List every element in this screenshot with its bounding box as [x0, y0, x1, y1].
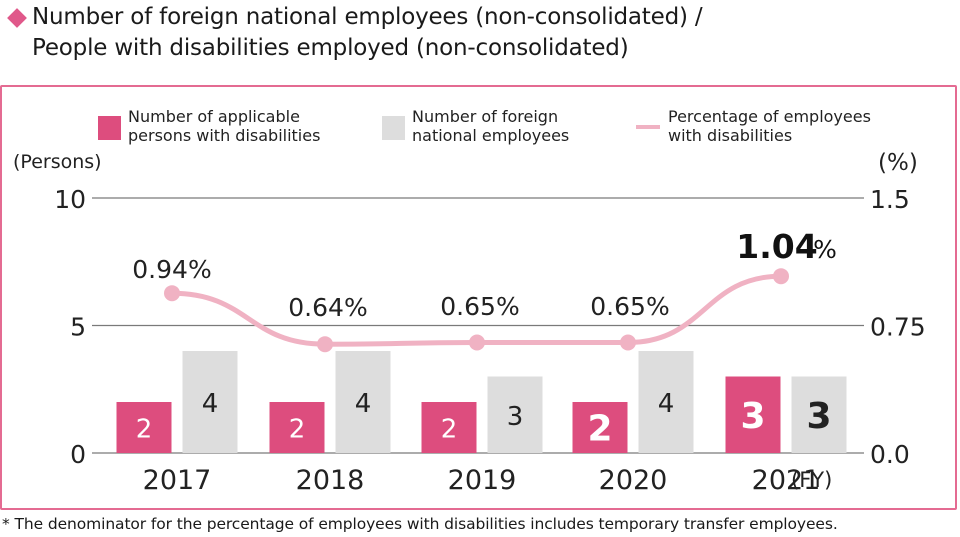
line-label: 0.94% [132, 255, 211, 284]
bar-disabilities [572, 402, 628, 453]
legend-label-2: Number of foreign [412, 107, 558, 126]
bar-foreign [487, 376, 543, 453]
bar-foreign [182, 351, 238, 453]
bar-disabilities [269, 402, 325, 453]
x-unit-label: (FY) [791, 468, 832, 492]
right-tick-label: 0.0 [870, 440, 910, 469]
bar-label-disabilities: 2 [289, 415, 306, 445]
bar-label-foreign: 4 [202, 389, 219, 419]
line-point [469, 334, 485, 351]
left-tick-label: 10 [54, 185, 86, 214]
chart-frame [0, 85, 957, 510]
legend-label-1: persons with disabilities [128, 126, 320, 145]
x-tick-label: 2019 [448, 465, 517, 496]
line-point [164, 285, 180, 302]
chart-title: Number of foreign national employees (no… [6, 2, 956, 64]
bar-disabilities [421, 402, 477, 453]
line-label: 0.64% [288, 293, 367, 322]
bar-label-disabilities: 2 [587, 409, 612, 450]
right-axis-label: (%) [878, 150, 918, 176]
bar-label-disabilities: 3 [740, 396, 765, 437]
legend-label-2: national employees [412, 126, 569, 145]
footnote: * The denominator for the percentage of … [2, 515, 838, 533]
right-tick-label: 0.75 [870, 313, 926, 342]
bar-label-foreign: 3 [806, 396, 831, 437]
x-tick-label: 2017 [143, 465, 212, 496]
legend-label-3: Percentage of employees [668, 107, 871, 126]
legend-label-1: Number of applicable [128, 107, 300, 126]
title-line-1: Number of foreign national employees (no… [32, 4, 703, 30]
combo-chart: 0 5 10 0.0 0.75 1.5 (Persons) (%) Number of appl… [13, 107, 926, 496]
title-line-2: People with disabilities employed (non-c… [32, 35, 629, 61]
left-axis-label: (Persons) [13, 151, 102, 173]
bar-foreign [638, 351, 694, 453]
x-tick-label: 2020 [599, 465, 668, 496]
legend-swatch-2 [382, 116, 405, 140]
legend-swatch-1 [98, 116, 121, 140]
line-label: 1.04 [736, 227, 817, 266]
bar-label-disabilities: 2 [136, 415, 153, 445]
left-tick-label: 0 [70, 440, 86, 469]
line-point [317, 336, 333, 353]
legend-label-3: with disabilities [668, 126, 792, 145]
bar-label-foreign: 3 [507, 402, 524, 432]
bar-label-disabilities: 2 [441, 415, 458, 445]
line-point [773, 268, 789, 285]
bar-disabilities [116, 402, 172, 453]
line-label-suffix: % [813, 235, 837, 264]
line-label: 0.65% [590, 292, 669, 321]
line-point [620, 334, 636, 351]
x-tick-label: 2018 [296, 465, 365, 496]
bar-disabilities [725, 376, 781, 453]
right-tick-label: 1.5 [870, 185, 910, 214]
bar-label-foreign: 4 [658, 389, 675, 419]
line-label: 0.65% [440, 292, 519, 321]
bar-foreign [791, 376, 847, 453]
bar-label-foreign: 4 [355, 389, 372, 419]
bar-foreign [335, 351, 391, 453]
x-tick-label: 2021 [752, 465, 821, 496]
left-tick-label: 5 [70, 313, 86, 342]
